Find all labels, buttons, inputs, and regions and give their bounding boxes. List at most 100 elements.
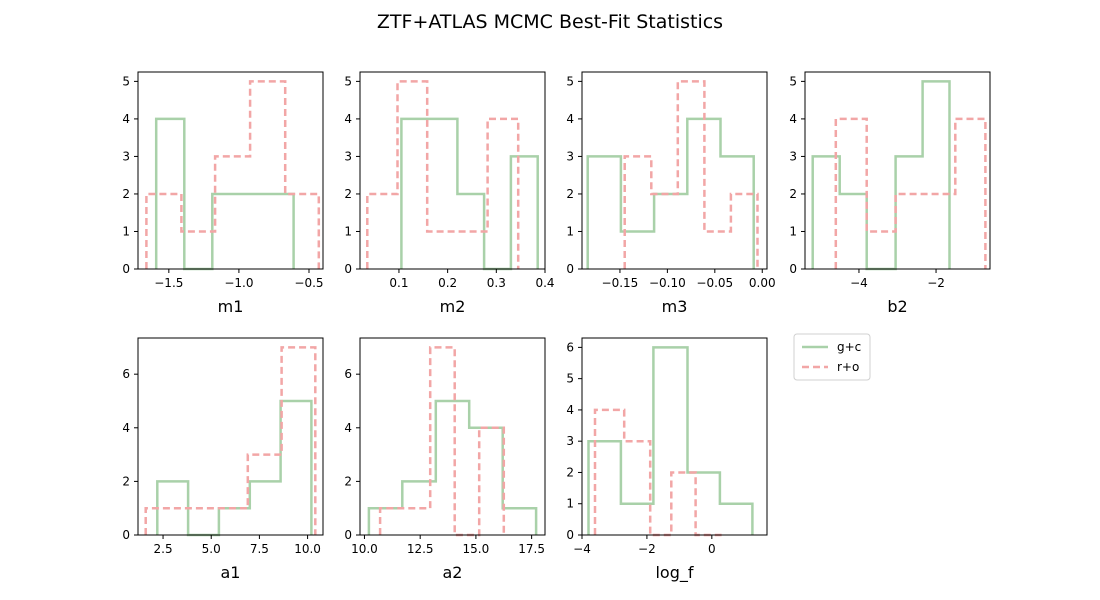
x-axis-label: a1 bbox=[221, 563, 241, 582]
y-tick-label: 2 bbox=[566, 465, 574, 479]
x-tick-label: 0.00 bbox=[749, 276, 776, 290]
y-tick-label: 5 bbox=[789, 74, 797, 88]
x-axis-label: a2 bbox=[443, 563, 463, 582]
x-axis-label: m3 bbox=[662, 297, 688, 316]
y-tick-label: 5 bbox=[566, 74, 574, 88]
x-axis-label: m2 bbox=[440, 297, 466, 316]
series-r-o-step bbox=[144, 346, 317, 535]
y-tick-label: 3 bbox=[566, 434, 574, 448]
x-tick-label: −1.0 bbox=[224, 276, 253, 290]
x-tick-label: 0.2 bbox=[438, 276, 457, 290]
x-tick-label: 0.1 bbox=[389, 276, 408, 290]
x-tick-label: 7.5 bbox=[250, 542, 269, 556]
x-tick-label: 0 bbox=[708, 542, 716, 556]
y-tick-label: 3 bbox=[789, 149, 797, 163]
y-tick-label: 2 bbox=[566, 187, 574, 201]
y-tick-label: 2 bbox=[122, 187, 130, 201]
y-tick-label: 0 bbox=[789, 262, 797, 276]
figure-title: ZTF+ATLAS MCMC Best-Fit Statistics bbox=[377, 11, 723, 33]
histogram-panel-a1: 2.5 5.0 7.5 10.0 0 2 4 6 a1 bbox=[122, 337, 324, 582]
series-r-o-step bbox=[145, 80, 321, 269]
y-tick-label: 3 bbox=[122, 149, 130, 163]
x-tick-label: 17.5 bbox=[518, 542, 545, 556]
histogram-panel-m3: −0.15 −0.10 −0.05 0.00 0 1 2 3 4 5 m3 bbox=[566, 71, 776, 316]
x-tick-label: 0.4 bbox=[535, 276, 554, 290]
y-tick-label: 2 bbox=[344, 474, 352, 488]
series-r-o-step bbox=[593, 408, 722, 537]
series-g-c-step bbox=[367, 399, 538, 535]
y-tick-label: 5 bbox=[566, 372, 574, 386]
series-r-o-step bbox=[834, 117, 987, 269]
y-tick-label: 2 bbox=[789, 187, 797, 201]
y-tick-label: 5 bbox=[344, 74, 352, 88]
histogram-panel-a2: 10.0 12.5 15.0 17.5 0 2 4 6 a2 bbox=[344, 337, 546, 582]
legend: g+c r+o bbox=[793, 333, 871, 381]
x-tick-label: −2 bbox=[638, 542, 656, 556]
x-axis-label: b2 bbox=[887, 297, 907, 316]
y-tick-label: 4 bbox=[344, 112, 352, 126]
x-tick-label: 0.3 bbox=[487, 276, 506, 290]
y-tick-label: 6 bbox=[344, 367, 352, 381]
axes-frame bbox=[137, 71, 324, 270]
y-tick-label: 4 bbox=[344, 421, 352, 435]
y-tick-label: 4 bbox=[122, 112, 130, 126]
x-tick-label: −0.10 bbox=[649, 276, 686, 290]
series-r-o-step bbox=[378, 346, 506, 537]
histogram-panel-m2: 0.1 0.2 0.3 0.4 0 1 2 3 4 5 m2 bbox=[344, 71, 555, 316]
y-tick-label: 6 bbox=[122, 367, 130, 381]
y-tick-label: 0 bbox=[566, 528, 574, 542]
histogram-panels: −1.5 −1.0 −0.5 0 1 2 3 4 5 m1 0.1 0.2 0.3 0.4 0 1 2 3 4 5 m2… bbox=[122, 71, 991, 583]
legend-box bbox=[793, 333, 871, 381]
x-tick-label: 5.0 bbox=[202, 542, 221, 556]
x-tick-label: −0.5 bbox=[294, 276, 323, 290]
y-tick-label: 2 bbox=[122, 474, 130, 488]
axes-frame bbox=[137, 337, 324, 536]
axes-frame bbox=[804, 71, 991, 270]
y-tick-label: 1 bbox=[566, 224, 574, 238]
x-tick-label: 12.5 bbox=[407, 542, 434, 556]
x-tick-label: −0.05 bbox=[696, 276, 733, 290]
y-tick-label: 1 bbox=[566, 497, 574, 511]
axes-frame bbox=[581, 337, 768, 536]
y-tick-label: 4 bbox=[789, 112, 797, 126]
axes-frame bbox=[359, 337, 546, 536]
y-tick-label: 0 bbox=[344, 528, 352, 542]
series-g-c-step bbox=[586, 117, 755, 269]
y-tick-label: 5 bbox=[122, 74, 130, 88]
histogram-panel-m1: −1.5 −1.0 −0.5 0 1 2 3 4 5 m1 bbox=[122, 71, 324, 316]
series-g-c-step bbox=[587, 346, 754, 535]
x-tick-label: 10.0 bbox=[351, 542, 378, 556]
series-g-c-step bbox=[400, 117, 539, 271]
y-tick-label: 6 bbox=[566, 340, 574, 354]
x-axis-label: m1 bbox=[218, 297, 244, 316]
legend-label-r-o: r+o bbox=[837, 360, 859, 374]
histogram-panel-b2: −4 −2 0 1 2 3 4 5 b2 bbox=[789, 71, 991, 316]
axes-frame bbox=[359, 71, 546, 270]
x-axis-label: log_f bbox=[655, 563, 693, 583]
y-tick-label: 1 bbox=[122, 224, 130, 238]
y-tick-label: 0 bbox=[344, 262, 352, 276]
y-tick-label: 3 bbox=[344, 149, 352, 163]
y-tick-label: 1 bbox=[344, 224, 352, 238]
series-r-o-step bbox=[366, 80, 520, 269]
y-tick-label: 4 bbox=[122, 421, 130, 435]
x-tick-label: 10.0 bbox=[294, 542, 321, 556]
x-tick-label: −1.5 bbox=[154, 276, 183, 290]
x-tick-label: −0.15 bbox=[602, 276, 639, 290]
y-tick-label: 1 bbox=[789, 224, 797, 238]
histogram-panel-log-f: −4 −2 0 0 1 2 3 4 5 6 log_f bbox=[566, 337, 768, 583]
y-tick-label: 2 bbox=[344, 187, 352, 201]
y-tick-label: 0 bbox=[566, 262, 574, 276]
series-r-o-step bbox=[623, 80, 759, 269]
x-tick-label: −4 bbox=[850, 276, 868, 290]
x-tick-label: 15.0 bbox=[463, 542, 490, 556]
y-tick-label: 4 bbox=[566, 112, 574, 126]
legend-label-g-c: g+c bbox=[837, 340, 861, 354]
axes-frame bbox=[581, 71, 768, 270]
x-tick-label: 2.5 bbox=[154, 542, 173, 556]
y-tick-label: 0 bbox=[122, 262, 130, 276]
y-tick-label: 0 bbox=[122, 528, 130, 542]
y-tick-label: 4 bbox=[566, 403, 574, 417]
